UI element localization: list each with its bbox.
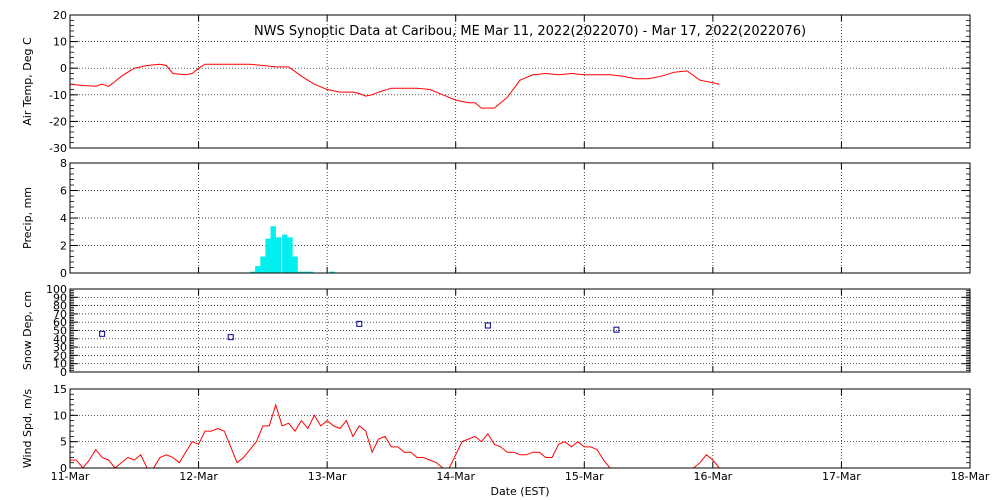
x-tick-label: 14-Mar xyxy=(436,470,475,483)
snow-depth-marker xyxy=(356,320,363,327)
wind_speed-frame xyxy=(69,388,971,469)
precip-bar xyxy=(260,256,266,273)
y-tick-label: 10 xyxy=(53,36,67,49)
y-tick-label: -30 xyxy=(49,142,67,155)
x-tick-label: 12-Mar xyxy=(179,470,218,483)
x-tick-label: 13-Mar xyxy=(308,470,347,483)
precip-panel: 0 2 4 6 8 Precip, mm xyxy=(21,157,971,280)
x-tick-label: 15-Mar xyxy=(565,470,604,483)
y-tick-label: -20 xyxy=(49,115,67,128)
x-axis-label: Date (EST) xyxy=(490,485,549,498)
precip-bar xyxy=(307,271,314,273)
precip-bar xyxy=(329,271,336,273)
y-tick-label: 20 xyxy=(53,349,67,362)
air_temp-frame xyxy=(69,14,971,149)
y-tick-label: 4 xyxy=(60,212,67,225)
y-tick-label: 20 xyxy=(53,9,67,22)
chart-title: NWS Synoptic Data at Caribou, ME Mar 11,… xyxy=(254,24,806,39)
y-tick-label: 30 xyxy=(53,341,67,354)
y-tick-label: 2 xyxy=(60,240,67,253)
snow-depth-marker xyxy=(613,326,620,333)
precip-bar xyxy=(265,238,271,273)
air_temp-panel: -30 -20 -10 0 10 20 Air Temp, Deg C xyxy=(21,9,971,155)
y-tick-label: 0 xyxy=(60,462,67,475)
precip-bar xyxy=(275,237,282,273)
y-tick-label: 50 xyxy=(53,325,67,338)
y-tick-label: 0 xyxy=(60,267,67,280)
precip-bar xyxy=(302,271,309,273)
precip-bar xyxy=(292,256,298,273)
y-tick-label: 10 xyxy=(53,358,67,371)
x-tick-label: 17-Mar xyxy=(822,470,861,483)
x-tick-label: 18-Mar xyxy=(951,470,990,483)
y-tick-label: 6 xyxy=(60,185,67,198)
y-tick-label: 80 xyxy=(53,300,67,313)
y-tick-label: 60 xyxy=(53,316,67,329)
y-axis-label: Air Temp, Deg C xyxy=(21,37,34,126)
y-tick-label: 10 xyxy=(53,409,67,422)
precip-bar xyxy=(255,266,261,273)
y-tick-label: 15 xyxy=(53,383,67,396)
x-tick-label: 16-Mar xyxy=(693,470,732,483)
precip-bar xyxy=(287,237,293,273)
wind_speed-panel: 0 5 10 15 Wind Spd, m/s xyxy=(21,383,971,475)
precip-bar xyxy=(270,226,276,273)
y-tick-label: 90 xyxy=(53,291,67,304)
precip-bar xyxy=(250,271,256,273)
x-tick-label: 11-Mar xyxy=(51,470,90,483)
snow-depth-marker xyxy=(484,322,491,329)
y-tick-label: -10 xyxy=(49,89,67,102)
y-tick-label: 8 xyxy=(60,157,67,170)
y-tick-label: 100 xyxy=(46,283,67,296)
y-tick-label: 0 xyxy=(60,366,67,379)
air_temp-series-line xyxy=(69,63,720,109)
snow-depth-marker xyxy=(99,330,106,337)
precip-bar xyxy=(282,234,288,273)
y-tick-label: 70 xyxy=(53,308,67,321)
precip-bar xyxy=(297,271,303,273)
y-axis-label: Precip, mm xyxy=(21,187,34,249)
wind_speed-series-line xyxy=(70,403,720,469)
snow-depth-marker xyxy=(227,334,234,341)
precip-frame xyxy=(69,162,971,274)
snow_depth-frame xyxy=(69,288,971,373)
y-axis-label: Wind Spd, m/s xyxy=(21,389,34,469)
y-tick-label: 40 xyxy=(53,333,67,346)
y-tick-label: 0 xyxy=(60,62,67,75)
y-tick-label: 5 xyxy=(60,436,67,449)
y-axis-label: Snow Dep, cm xyxy=(21,291,34,370)
